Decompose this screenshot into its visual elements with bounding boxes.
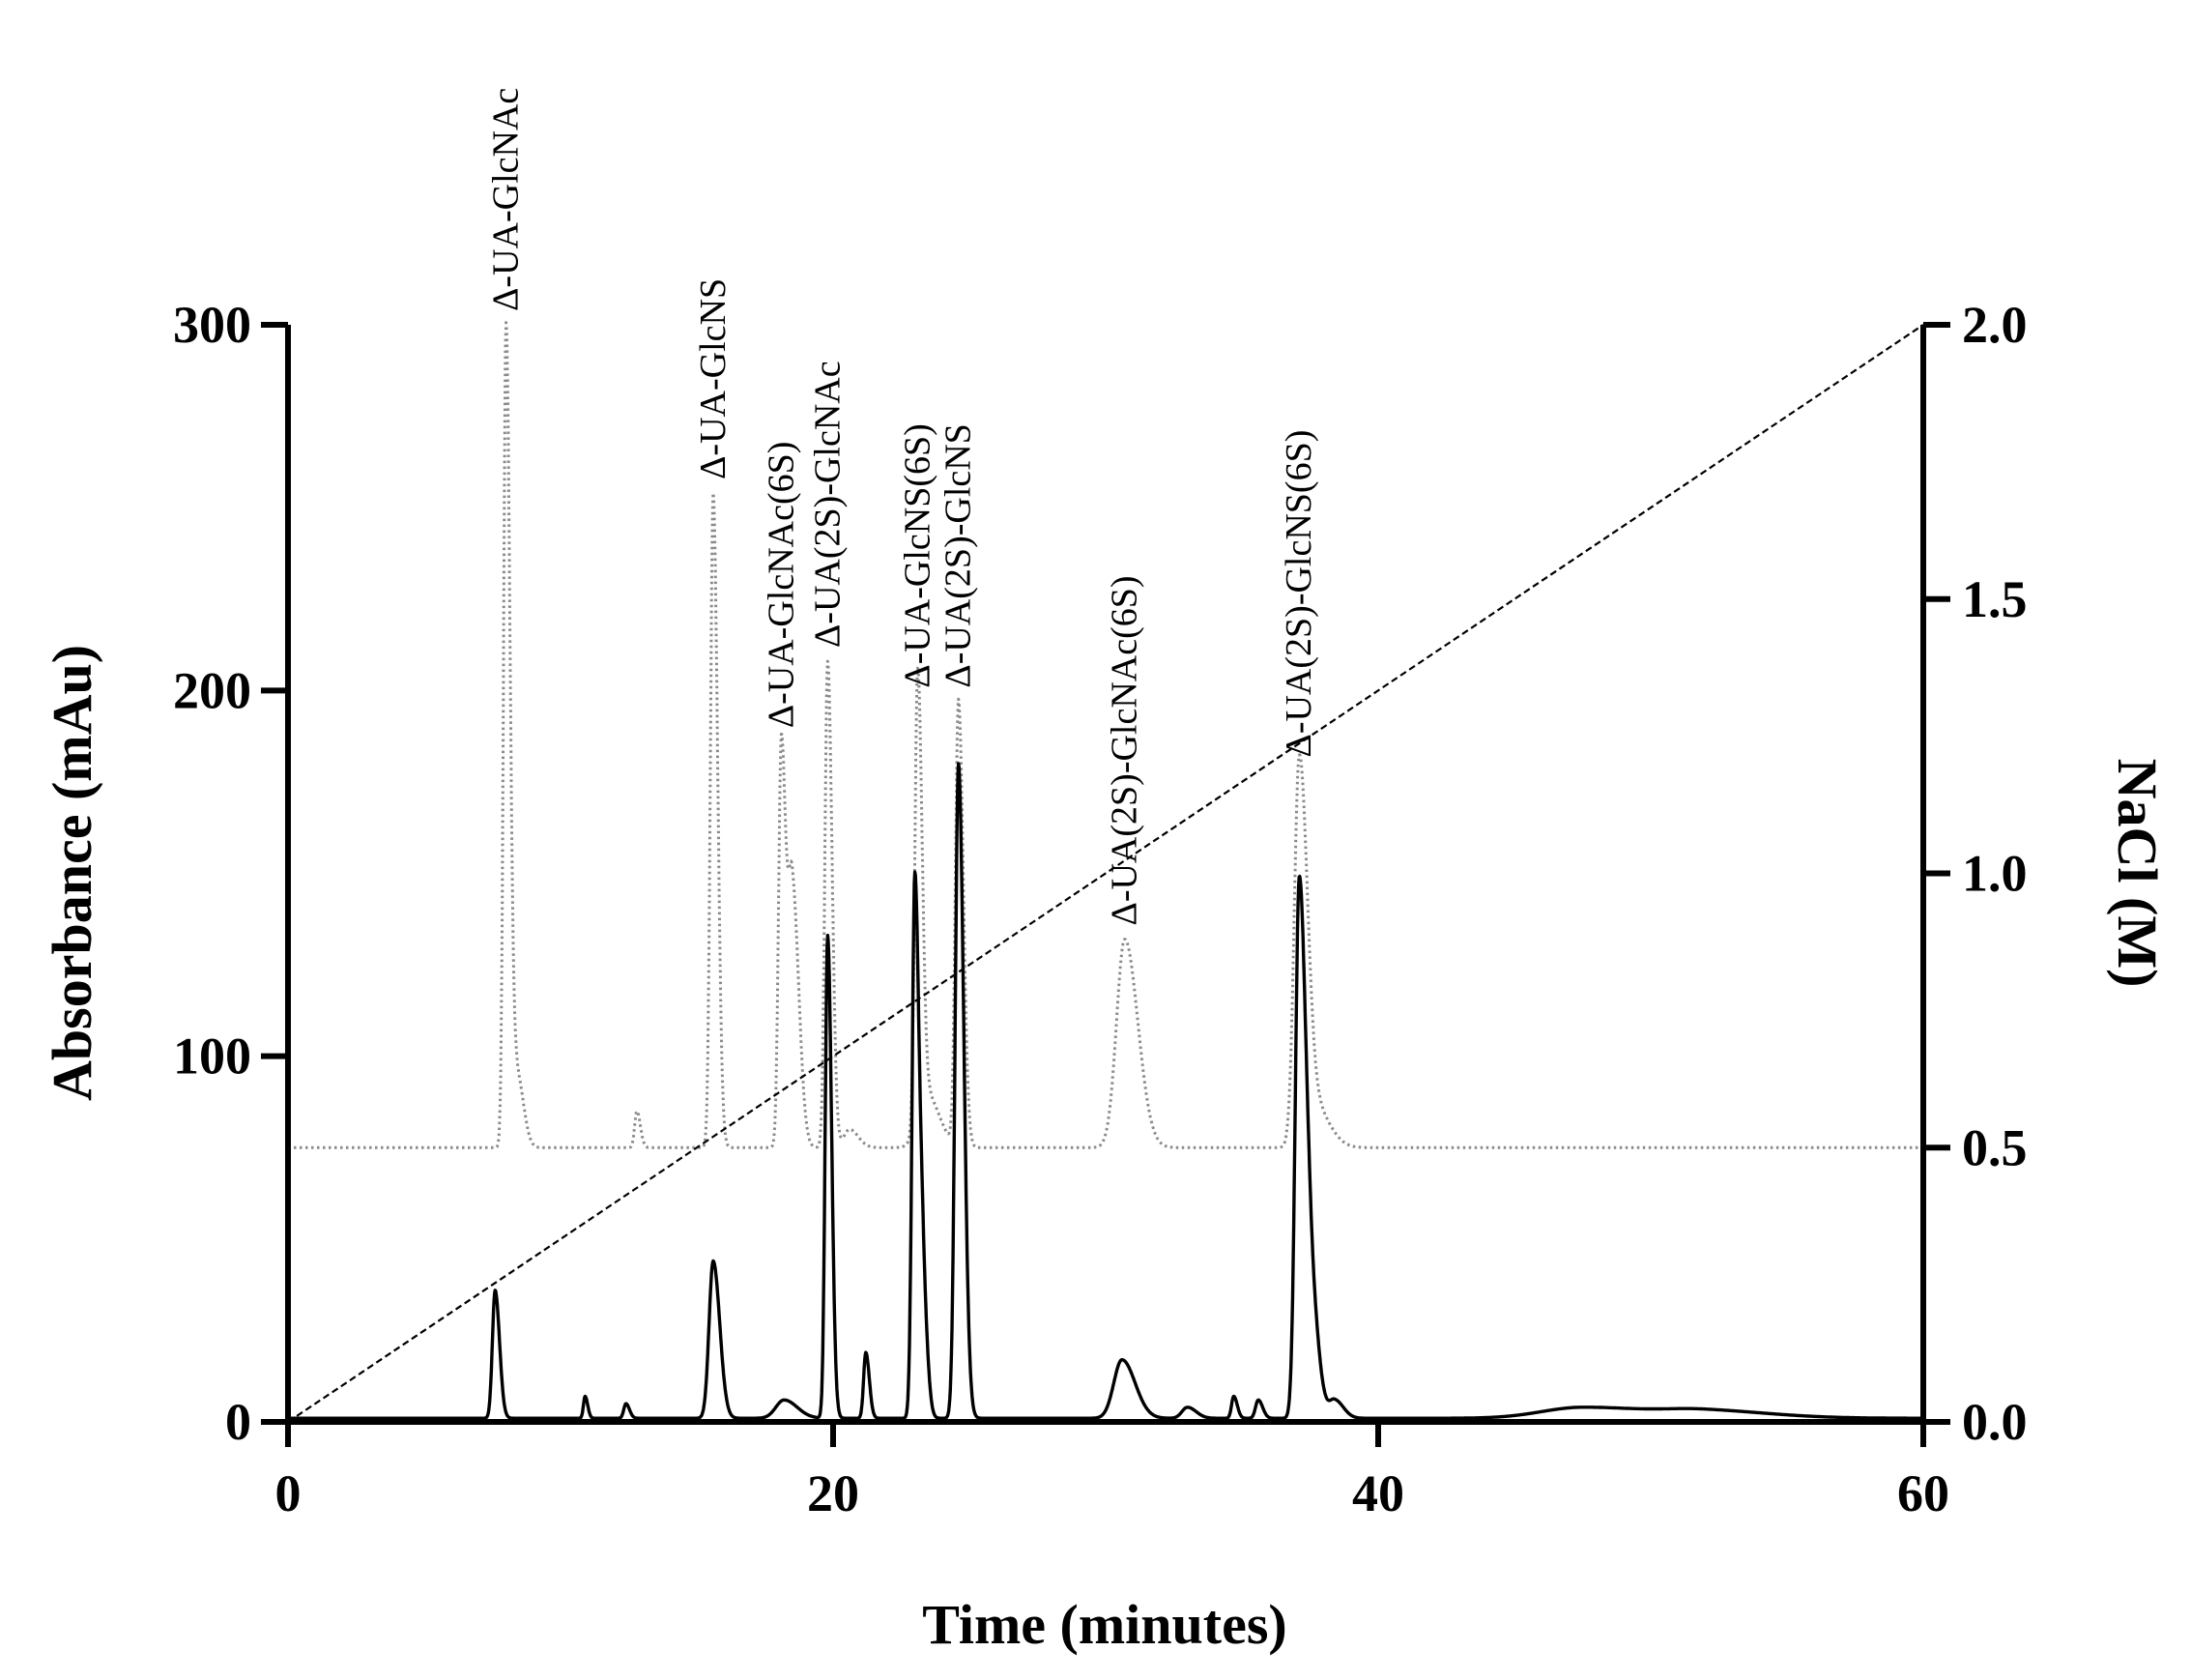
y-axis-title: Absorbance (mAu) [41,645,103,1101]
peak-label-6: Δ-UA(2S)-GlcNS [938,423,979,688]
y-tick-label-200: 200 [173,661,251,719]
y2-tick-label-2.0: 2.0 [1962,296,2028,354]
peak-label-5: Δ-UA-GlcNS(6S) [897,423,937,688]
peak-label-2: Δ-UA-GlcNS [693,278,734,479]
y2-tick-label-1.5: 1.5 [1962,570,2028,628]
x-tick-label-40: 40 [1352,1464,1404,1522]
peak-label-7: Δ-UA(2S)-GlcNAc(6S) [1105,575,1145,925]
x-tick-label-20: 20 [807,1464,859,1522]
plot-lines [286,321,1925,1423]
series-standard-dotted [287,321,1924,1149]
y-tick-label-0: 0 [225,1393,251,1451]
x-axis-title: Time (minutes) [922,1593,1287,1656]
y-tick-label-300: 300 [173,296,251,354]
x-tick-label-0: 0 [275,1464,302,1522]
x-tick-label-60: 60 [1897,1464,1949,1522]
peak-label-8: Δ-UA(2S)-GlcNS(6S) [1279,430,1319,758]
y2-tick-label-0.0: 0.0 [1962,1393,2028,1451]
ticks [261,322,1950,1447]
peak-label-4: Δ-UA(2S)-GlcNAc [807,361,848,648]
y2-tick-label-1.0: 1.0 [1962,845,2028,903]
peak-label-3: Δ-UA-GlcNAc(6S) [761,442,801,729]
tick-labels: 0 20 40 60 0 100 200 300 0.0 0.5 1.0 1.5 2.0 [173,296,2028,1522]
y2-tick-label-0.5: 0.5 [1962,1118,2028,1176]
series-nacl-gradient [287,324,1924,1423]
y-tick-label-100: 100 [173,1028,251,1086]
series-sample-solid [286,762,1925,1420]
peak-label-1: Δ-UA-GlcNAc [486,88,527,311]
y2-axis-title: NaCl (M) [2106,759,2169,988]
